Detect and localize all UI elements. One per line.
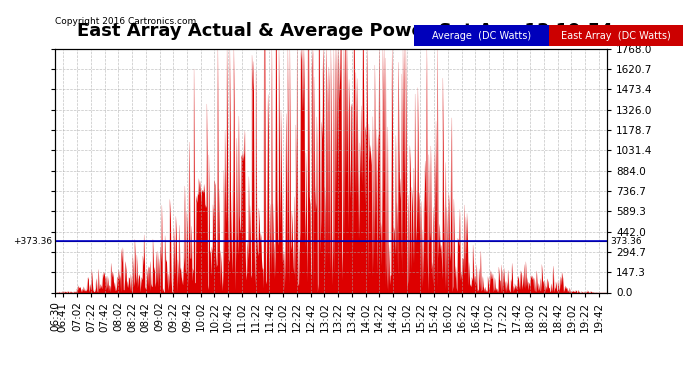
Text: East Array  (DC Watts): East Array (DC Watts) [561, 31, 671, 40]
Text: East Array Actual & Average Power Sat Aug 13 19:54: East Array Actual & Average Power Sat Au… [77, 22, 613, 40]
Text: Copyright 2016 Cartronics.com: Copyright 2016 Cartronics.com [55, 17, 197, 26]
Text: Average  (DC Watts): Average (DC Watts) [432, 31, 531, 40]
Text: 373.36: 373.36 [610, 237, 642, 246]
Text: +373.36: +373.36 [13, 237, 52, 246]
